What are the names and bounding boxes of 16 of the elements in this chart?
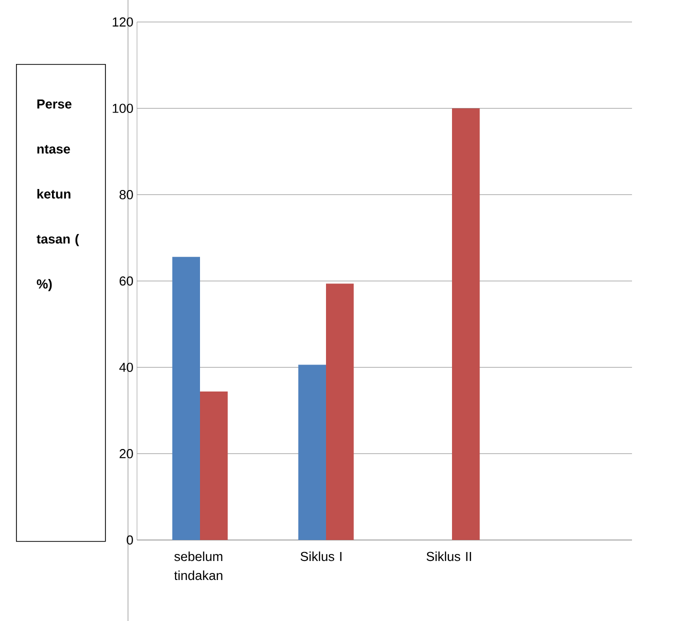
x-tick-label: sebelum tindakan <box>174 552 222 580</box>
y-tick-label: 60 <box>120 276 133 286</box>
bar <box>172 256 200 540</box>
bar <box>298 364 326 540</box>
y-tick-label: 40 <box>119 362 133 372</box>
x-tick-label: Siklus II <box>426 552 472 562</box>
y-tick-label: 80 <box>120 190 133 200</box>
y-tick-label: 20 <box>120 449 133 458</box>
bar <box>452 108 480 540</box>
y-tick-label: 120 <box>112 17 133 27</box>
y-tick-label: 100 <box>112 104 133 113</box>
bar <box>200 392 228 540</box>
text: Perse ntase ketun tasan ( %) <box>36 100 80 292</box>
x-tick-label: Siklus I <box>300 552 342 562</box>
bar <box>326 284 354 540</box>
y-tick-label: 0 <box>126 535 133 545</box>
